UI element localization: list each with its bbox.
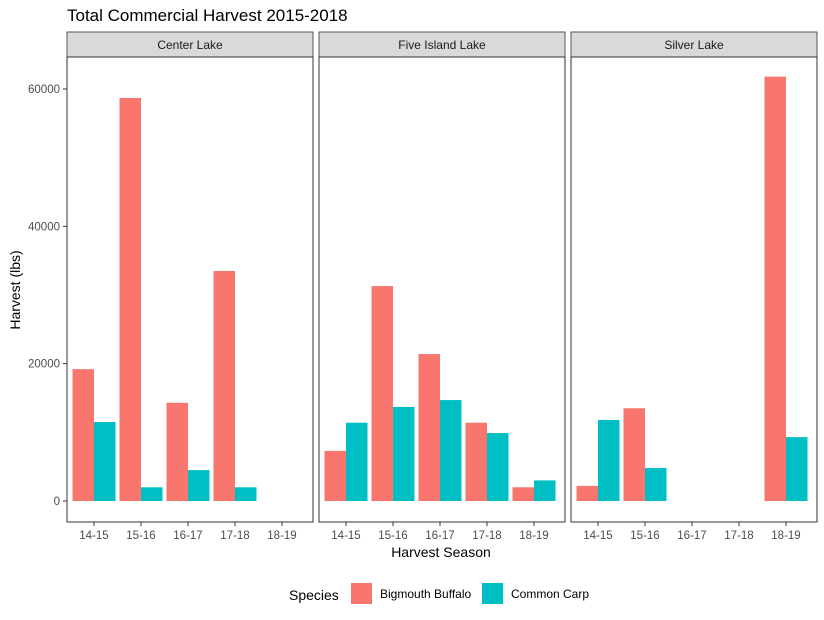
legend-key-common-carp: [482, 583, 503, 604]
bar-bigmouth-buffalo-18-19: [764, 76, 786, 501]
facet-strip: [570, 31, 818, 58]
panel-border: [318, 56, 566, 523]
panel-center-lake: Center Lake 14-15 15-16 16-17 17-18 18-19: [66, 31, 314, 542]
bar-common-carp-15-16: [141, 487, 163, 501]
y-tick-label: 20000: [28, 359, 60, 371]
bar-bigmouth-buffalo-17-18: [213, 270, 235, 501]
x-tick-label: 16-17: [173, 530, 202, 542]
x-tick-label: 15-16: [378, 530, 407, 542]
x-tick-label: 15-16: [126, 530, 155, 542]
bar-common-carp-14-15: [346, 422, 368, 501]
bar-bigmouth-buffalo-17-18: [465, 422, 487, 501]
bar-common-carp-17-18: [487, 433, 509, 501]
y-tick-label: 0: [54, 496, 60, 508]
legend: Species Bigmouth Buffalo Common Carp: [289, 583, 589, 604]
bar-bigmouth-buffalo-16-17: [166, 402, 188, 501]
facet-strip: [318, 31, 566, 58]
panel-five-island-lake: Five Island Lake 14-15 15-16 16-17 17-18 18-1…: [318, 31, 566, 542]
bar-common-carp-14-15: [598, 419, 620, 501]
bar-common-carp-17-18: [235, 487, 257, 501]
bar-common-carp-18-19: [786, 437, 808, 501]
bar-bigmouth-buffalo-15-16: [623, 408, 645, 501]
x-tick-label: 17-18: [220, 530, 249, 542]
bar-bigmouth-buffalo-15-16: [119, 97, 141, 501]
legend-label-common-carp: Common Carp: [511, 587, 589, 601]
bar-common-carp-18-19: [534, 480, 556, 501]
x-tick-label: 15-16: [630, 530, 659, 542]
facet-strip: [66, 31, 314, 58]
x-tick-label: 14-15: [331, 530, 360, 542]
bar-common-carp-15-16: [393, 406, 415, 501]
bar-bigmouth-buffalo-15-16: [371, 286, 393, 501]
bar-bigmouth-buffalo-16-17: [418, 354, 440, 501]
y-tick-label: 40000: [28, 221, 60, 233]
y-axis-title: Harvest (lbs): [7, 250, 23, 329]
facet-strip-label: Five Island Lake: [398, 38, 486, 52]
x-tick-label: 14-15: [79, 530, 108, 542]
panel-silver-lake: Silver Lake 14-15 15-16 16-17 17-18 18-19: [570, 31, 818, 542]
legend-label-bigmouth-buffalo: Bigmouth Buffalo: [380, 587, 471, 601]
facet-strip-label: Center Lake: [157, 38, 223, 52]
bar-bigmouth-buffalo-18-19: [512, 487, 534, 501]
x-tick-label: 18-19: [267, 530, 296, 542]
bar-common-carp-16-17: [188, 470, 210, 501]
panel-border: [570, 56, 818, 523]
bar-common-carp-15-16: [645, 468, 667, 501]
panel-border: [66, 56, 314, 523]
x-axis-title: Harvest Season: [391, 544, 491, 560]
bar-bigmouth-buffalo-14-15: [576, 485, 598, 501]
y-axis: 0 20000 40000 60000: [28, 84, 67, 508]
facet-strip-label: Silver Lake: [664, 38, 724, 52]
x-tick-label: 14-15: [583, 530, 612, 542]
x-tick-label: 18-19: [771, 530, 800, 542]
bar-common-carp-14-15: [94, 422, 116, 501]
bar-bigmouth-buffalo-14-15: [324, 450, 346, 501]
x-tick-label: 16-17: [425, 530, 454, 542]
chart-title: Total Commercial Harvest 2015-2018: [67, 6, 348, 25]
legend-key-bigmouth-buffalo: [351, 583, 372, 604]
y-tick-label: 60000: [28, 84, 60, 96]
x-tick-label: 17-18: [724, 530, 753, 542]
x-tick-label: 18-19: [519, 530, 548, 542]
x-tick-label: 16-17: [677, 530, 706, 542]
bar-bigmouth-buffalo-14-15: [72, 369, 94, 501]
legend-title: Species: [289, 587, 339, 603]
x-tick-label: 17-18: [472, 530, 501, 542]
bar-common-carp-16-17: [440, 400, 462, 501]
